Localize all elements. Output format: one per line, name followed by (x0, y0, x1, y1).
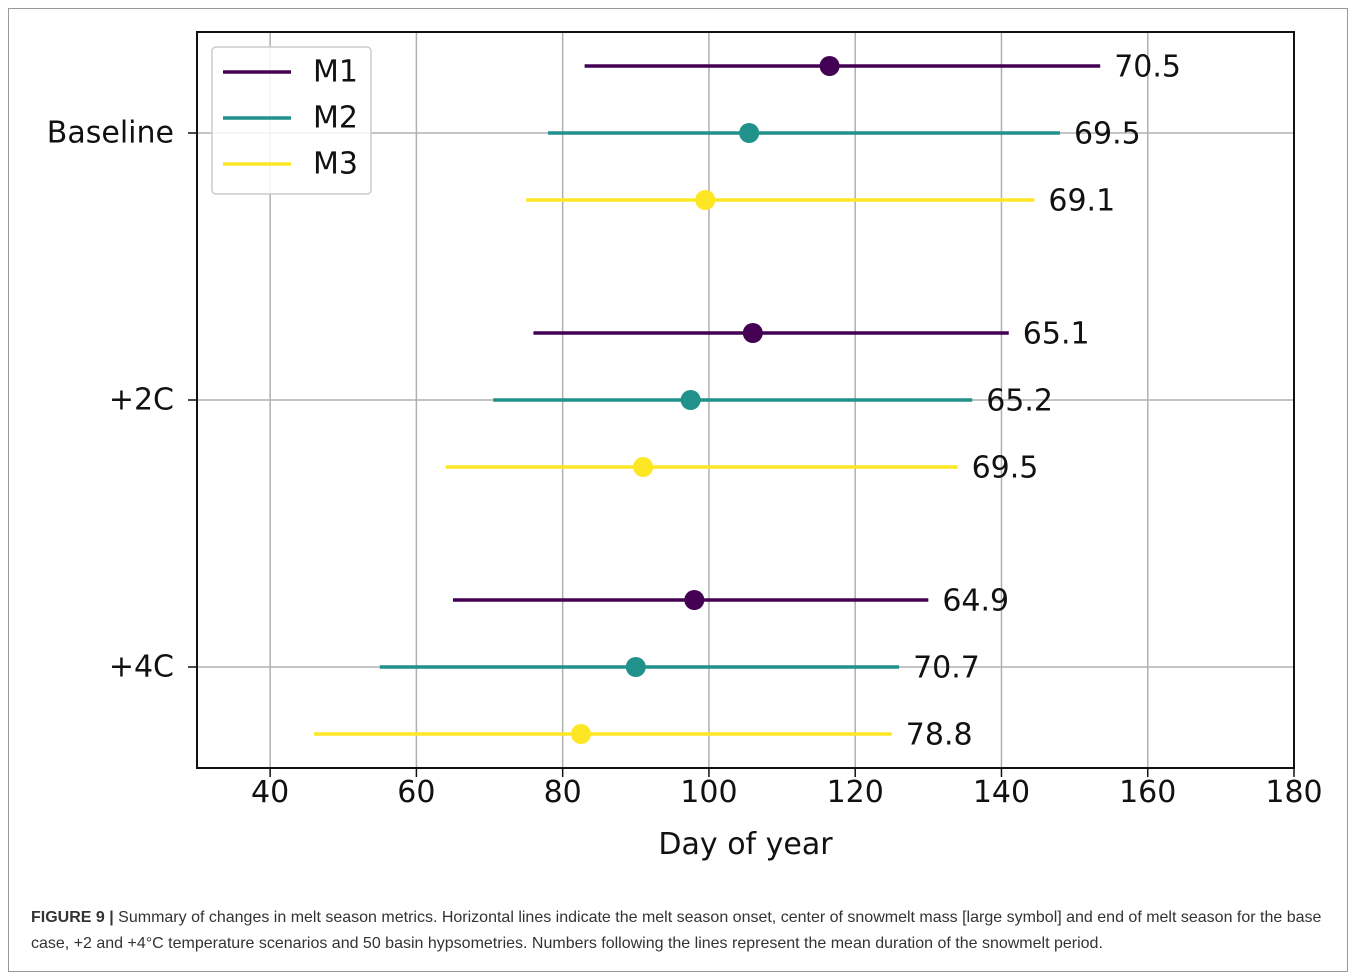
data-label: 69.5 (1074, 117, 1141, 152)
center-marker-m2 (625, 657, 646, 677)
legend: M1 M2 M3 (211, 46, 372, 195)
x-tick-label: 60 (397, 775, 435, 810)
center-marker-m2 (739, 123, 760, 143)
legend-box (211, 46, 372, 195)
x-tick-label: 40 (251, 775, 289, 810)
y-tick-label: +4C (109, 650, 174, 685)
x-tick-label: 140 (973, 775, 1030, 810)
y-tick-label: Baseline (47, 116, 174, 151)
errorbar-chart: 70.5 65.1 64.9 69.5 65.2 70.7 69.1 69.5 78.8 40 60… (47, 31, 1323, 862)
x-tick-label: 100 (680, 775, 737, 810)
data-label: 69.1 (1048, 184, 1115, 219)
figure-frame: 70.5 65.1 64.9 69.5 65.2 70.7 69.1 69.5 78.8 40 60… (8, 8, 1348, 972)
data-label: 65.1 (1023, 317, 1090, 352)
center-marker-m1 (819, 56, 840, 76)
data-label: 70.7 (913, 651, 980, 686)
legend-label: M2 (313, 101, 358, 136)
x-tick-label: 160 (1119, 775, 1176, 810)
legend-label: M1 (313, 55, 358, 90)
center-marker-m1 (742, 323, 763, 343)
caption-lead: FIGURE 9 | (31, 909, 114, 926)
y-tick-label: +2C (109, 383, 174, 418)
x-tick-label: 180 (1265, 775, 1322, 810)
center-marker-m2 (680, 390, 701, 410)
data-label: 65.2 (986, 384, 1053, 419)
x-axis-label: Day of year (658, 827, 833, 862)
legend-label: M3 (313, 147, 358, 182)
center-marker-m3 (633, 457, 654, 477)
figure-caption: FIGURE 9 | Summary of changes in melt se… (31, 905, 1351, 957)
center-marker-m3 (695, 190, 716, 210)
data-label: 78.8 (906, 718, 973, 753)
x-tick-label: 120 (827, 775, 884, 810)
data-label: 70.5 (1114, 50, 1181, 85)
center-marker-m3 (570, 724, 591, 744)
caption-text: Summary of changes in melt season metric… (31, 909, 1322, 952)
data-label: 69.5 (972, 451, 1039, 486)
x-tick-label: 80 (544, 775, 582, 810)
data-label: 64.9 (942, 584, 1009, 619)
center-marker-m1 (684, 590, 705, 610)
